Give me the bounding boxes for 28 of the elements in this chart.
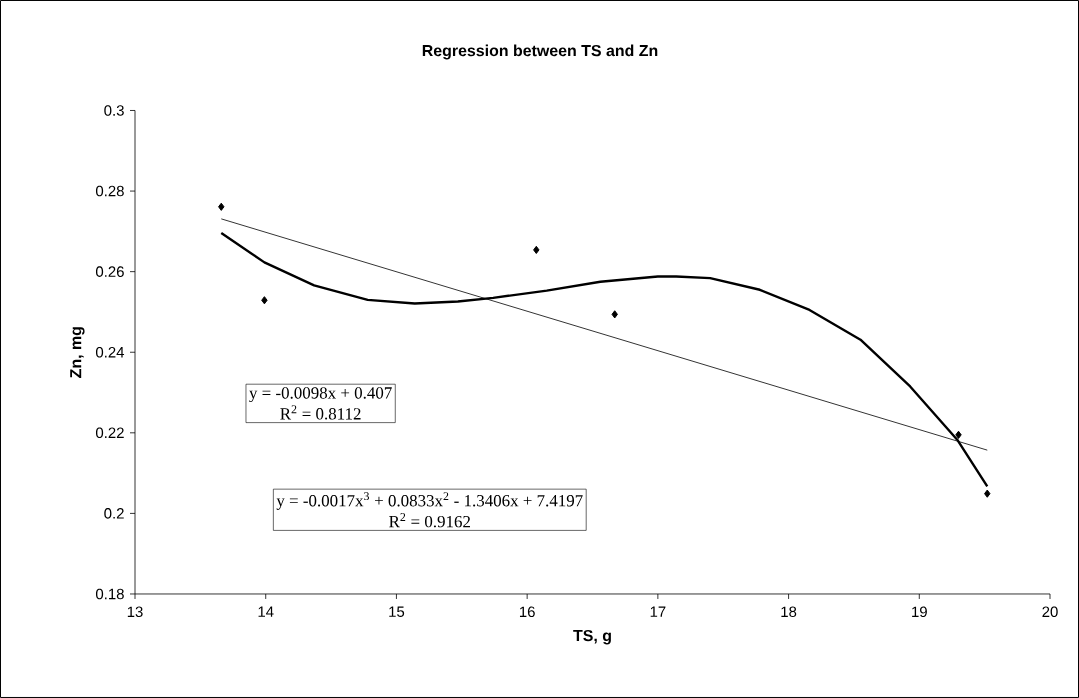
x-tick-label: 20 <box>1042 606 1058 618</box>
point <box>955 430 962 439</box>
point <box>984 489 991 498</box>
x-axis-title: TS, g <box>573 629 611 645</box>
y-tick-label: 0.2 <box>104 508 124 519</box>
annotation: R$^{2}$ = 0.9162 <box>389 513 470 528</box>
point <box>261 296 268 305</box>
point <box>611 310 618 319</box>
y-tick-label: 0.26 <box>95 266 124 277</box>
chart-title: Regression between TS and Zn <box>422 44 658 60</box>
x-tick-label: 16 <box>519 606 535 618</box>
annotation: y = -0.0017x$^{3}$ + 0.0833x$^{2}$ - 1.3406x + 7.4197 <box>276 492 583 510</box>
y-tick-label: 0.24 <box>95 346 125 358</box>
y-tick-label: 0.18 <box>95 588 124 600</box>
annotation: y = -0.0098x + 0.407 <box>249 387 392 403</box>
x-tick-label: 17 <box>650 606 666 617</box>
y-tick-label: 0.28 <box>95 185 124 197</box>
y-tick-label: 0.22 <box>95 427 124 439</box>
annotation: R$^{2}$ = 0.8112 <box>280 405 361 420</box>
x-tick-label: 18 <box>781 606 797 618</box>
x-tick-label: 13 <box>127 606 143 618</box>
point <box>533 245 540 254</box>
x-tick-label: 19 <box>912 606 927 618</box>
point <box>218 202 225 211</box>
x-tick-label: 14 <box>258 606 274 617</box>
y-tick-label: 0.3 <box>104 105 124 116</box>
x-tick-label: 15 <box>389 606 405 617</box>
y-axis-title: Zn, mg <box>70 327 85 378</box>
